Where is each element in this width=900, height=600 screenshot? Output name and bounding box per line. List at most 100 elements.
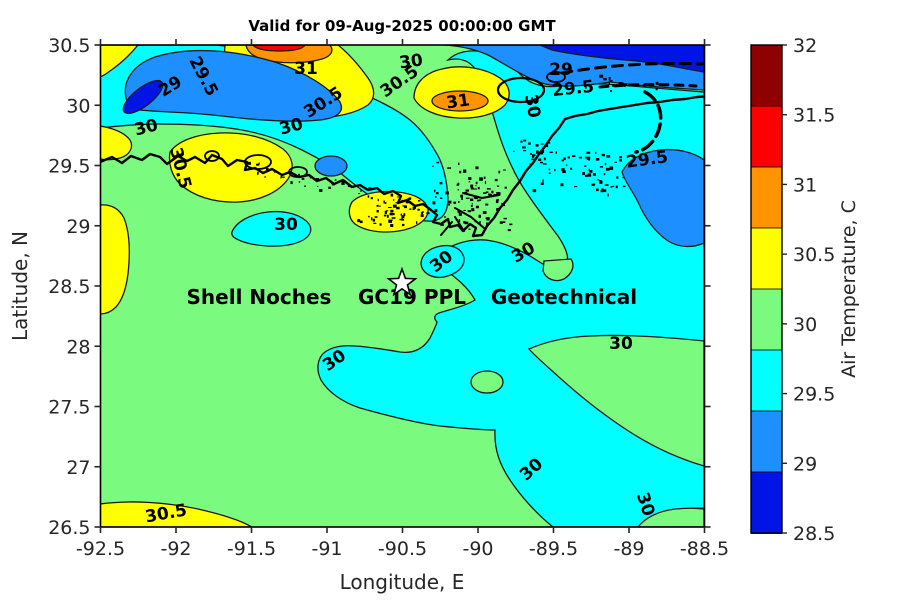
marsh-speckle [561, 168, 565, 171]
marsh-speckle [298, 173, 300, 177]
marsh-speckle [482, 211, 487, 214]
y-tick-label: 30.5 [48, 35, 90, 57]
marsh-speckle [584, 156, 588, 159]
y-tick-label: 28 [66, 336, 90, 358]
marsh-speckle [491, 190, 494, 194]
marsh-speckle [478, 199, 482, 201]
island-chain-lower [598, 83, 698, 89]
marsh-speckle [538, 158, 542, 161]
colorbar: 32 31.5 31 30.5 30 29.5 29 28.5 Air Temperature… [750, 35, 860, 545]
marsh-speckle [543, 157, 546, 161]
marsh-speckle [470, 205, 473, 208]
marsh-speckle [601, 153, 605, 157]
y-tick-label: 29.5 [48, 156, 90, 178]
contour-label: 29.5 [551, 77, 595, 101]
marsh-speckle [458, 212, 462, 216]
marsh-speckle [473, 195, 478, 199]
marsh-speckle [402, 205, 406, 207]
marsh-speckle [595, 158, 600, 161]
marsh-speckle [542, 149, 545, 153]
marsh-speckle [384, 210, 388, 215]
marsh-speckle [619, 159, 622, 162]
marsh-speckle [317, 185, 319, 188]
marsh-speckle [624, 83, 627, 86]
contour-region-yellow-bottom-strip [100, 501, 254, 527]
marsh-speckle [562, 170, 566, 174]
marsh-speckle [565, 164, 568, 166]
marsh-speckle [612, 83, 615, 87]
marsh-speckle [591, 183, 594, 186]
marsh-speckle [475, 181, 478, 185]
marsh-speckle [390, 219, 393, 221]
marsh-speckle [274, 171, 276, 173]
marsh-speckle [357, 219, 361, 223]
marsh-speckle [388, 206, 392, 209]
marsh-speckle [477, 199, 480, 202]
marsh-speckle [608, 76, 611, 81]
marsh-speckle [468, 177, 472, 180]
marsh-speckle [501, 202, 505, 207]
marsh-speckle [498, 170, 501, 174]
marsh-speckle [304, 185, 306, 188]
marsh-speckle [586, 156, 591, 160]
y-tick-label: 27 [66, 457, 90, 479]
marsh-speckle [412, 206, 415, 211]
marsh-speckle [473, 188, 477, 190]
marsh-speckle [483, 192, 487, 194]
marsh-speckle [549, 151, 553, 154]
marsh-speckle [417, 208, 420, 211]
contour-label: 29 [549, 60, 573, 80]
marsh-speckle [494, 178, 498, 182]
marsh-speckle [463, 169, 467, 173]
marsh-speckle [390, 193, 394, 197]
marsh-speckle [600, 189, 604, 193]
marsh-speckle [383, 200, 385, 204]
contour-label: 31 [445, 90, 471, 113]
marsh-speckle [567, 156, 570, 159]
colorbar-frame [750, 44, 783, 534]
contour-label: 30 [520, 93, 544, 120]
marsh-speckle [502, 221, 506, 224]
contour-label: 30 [274, 215, 298, 235]
colorbar-tick-label: 32 [793, 35, 817, 57]
colorbar-tick-label: 31.5 [793, 105, 835, 127]
marsh-speckle [655, 88, 658, 91]
marsh-speckle [503, 169, 506, 171]
marsh-speckle [483, 176, 486, 179]
marsh-speckle [535, 144, 539, 147]
marsh-speckle [389, 212, 393, 216]
y-tick-label: 29 [66, 216, 90, 238]
marsh-speckle [549, 137, 552, 140]
marsh-speckle [532, 189, 537, 193]
marsh-speckle [604, 162, 607, 166]
marsh-speckle [540, 151, 544, 155]
marsh-speckle [457, 189, 460, 191]
marsh-speckle [440, 224, 444, 226]
y-tick-label: 30 [66, 95, 90, 117]
marsh-speckle [432, 165, 434, 167]
marsh-speckle [331, 181, 333, 185]
marsh-speckle [499, 221, 503, 224]
marsh-speckle [247, 161, 251, 165]
marsh-speckle [493, 194, 497, 196]
marsh-speckle [597, 179, 600, 181]
marsh-speckle [609, 80, 613, 82]
marsh-speckle [548, 172, 551, 174]
marsh-speckle [496, 185, 500, 187]
marsh-speckle [408, 197, 412, 200]
y-tick-labels: 30.5 30 29.5 29 28.5 28 27.5 27 26.5 [48, 35, 90, 539]
colorbar-segment [750, 410, 783, 473]
marsh-speckle [401, 218, 405, 221]
x-tick-label: -90 [462, 538, 493, 560]
marsh-speckle [520, 140, 523, 143]
marsh-speckle [529, 163, 532, 167]
marsh-speckle [531, 158, 535, 161]
colorbar-segment [750, 166, 783, 229]
marsh-speckle [588, 168, 590, 172]
marsh-speckle [570, 167, 573, 170]
marsh-speckle [528, 142, 531, 145]
marsh-speckle [610, 89, 612, 93]
marsh-speckle [548, 168, 551, 171]
marsh-speckle [542, 179, 544, 183]
